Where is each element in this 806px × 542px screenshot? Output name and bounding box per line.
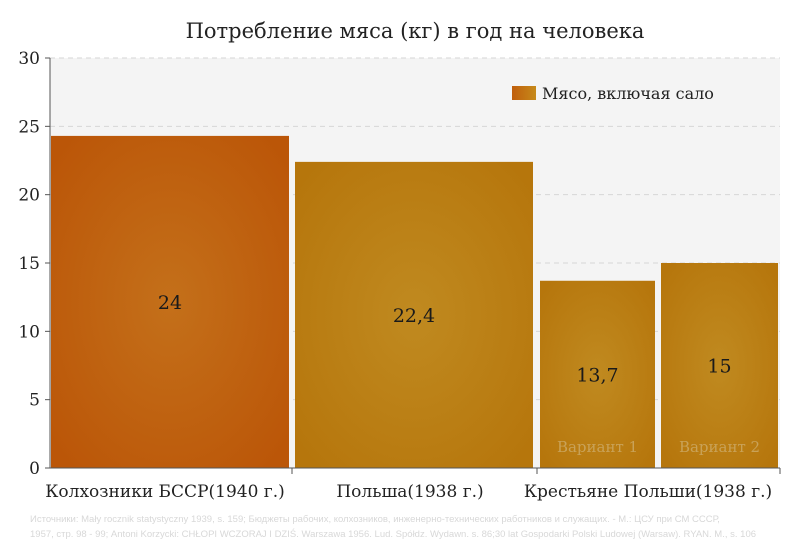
bar [51,135,289,468]
bar [661,263,778,468]
legend-swatch [512,86,536,100]
y-tick-label: 25 [18,117,40,137]
legend: Мясо, включая сало [512,84,714,103]
y-tick-label: 5 [29,391,40,411]
bar-value-label: 13,7 [576,364,618,386]
y-tick-label: 20 [18,186,40,206]
y-tick-label: 15 [18,254,40,274]
source-line: Источники: Mały rocznik statystyczny 193… [30,514,720,525]
bars: 24 22,4 13,7 Вариант 1 15 Вариант 2 [51,135,778,468]
x-category-label: Колхозники БССР(1940 г.) [45,482,285,502]
source-note: Источники: Mały rocznik statystyczny 193… [30,512,806,542]
bar-variant-label: Вариант 1 [557,438,638,456]
bar-value-label: 15 [707,356,731,378]
bar [540,280,655,468]
y-tick-label: 10 [18,322,40,342]
source-line: 1957, стр. 98 - 99; Antoni Korzycki: CHŁ… [30,529,757,540]
y-axis-ticks: 0 5 10 15 20 25 30 [18,49,50,479]
legend-label: Мясо, включая сало [542,84,714,103]
y-tick-label: 30 [18,49,40,69]
bar-value-label: 24 [158,292,182,314]
chart-title: Потребление мяса (кг) в год на человека [186,19,645,43]
y-tick-label: 0 [29,459,40,479]
x-category-label: Крестьяне Польши(1938 г.) [524,482,772,502]
bar-variant-label: Вариант 2 [679,438,760,456]
x-category-label: Польша(1938 г.) [336,482,483,502]
bar [295,161,533,468]
x-axis-labels: Колхозники БССР(1940 г.) Польша(1938 г.) К… [45,468,781,502]
bar-value-label: 22,4 [393,305,435,327]
